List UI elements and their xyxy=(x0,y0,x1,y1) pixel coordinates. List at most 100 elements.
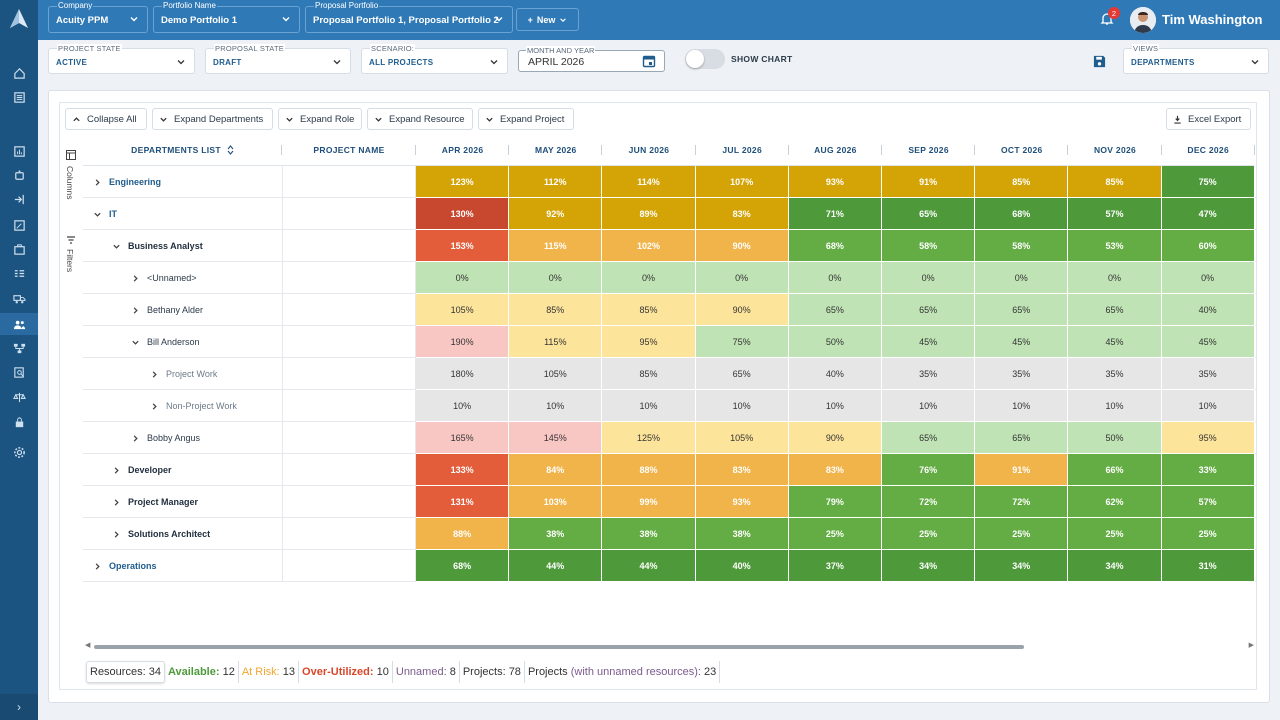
available-summary[interactable]: Available: 12 xyxy=(165,661,239,683)
chevron-right-icon[interactable] xyxy=(131,434,140,443)
month-header[interactable]: APR 2026 xyxy=(416,134,510,166)
proposal-portfolio-select[interactable]: Proposal Portfolio Proposal Portfolio 1,… xyxy=(305,1,513,33)
chevron-right-icon[interactable] xyxy=(112,530,121,539)
utilization-cell[interactable]: 0% xyxy=(695,262,789,294)
utilization-cell[interactable]: 103% xyxy=(509,486,603,518)
utilization-cell[interactable]: 65% xyxy=(882,198,976,230)
expand-role-button[interactable]: Expand Role xyxy=(278,108,362,130)
utilization-cell[interactable]: 37% xyxy=(788,550,882,582)
utilization-cell[interactable]: 53% xyxy=(1068,230,1162,262)
utilization-cell[interactable]: 105% xyxy=(695,422,789,454)
utilization-cell[interactable]: 153% xyxy=(416,230,510,262)
utilization-cell[interactable]: 93% xyxy=(788,166,882,198)
utilization-cell[interactable]: 65% xyxy=(695,358,789,390)
month-header[interactable]: JUN 2026 xyxy=(602,134,696,166)
utilization-cell[interactable]: 35% xyxy=(882,358,976,390)
utilization-cell[interactable]: 84% xyxy=(509,454,603,486)
utilization-cell[interactable]: 65% xyxy=(788,294,882,326)
utilization-cell[interactable]: 0% xyxy=(416,262,510,294)
avatar[interactable] xyxy=(1130,7,1156,33)
utilization-cell[interactable]: 50% xyxy=(1068,422,1162,454)
chevron-right-icon[interactable] xyxy=(93,178,102,187)
utilization-cell[interactable]: 25% xyxy=(1161,518,1255,550)
new-button[interactable]: + New xyxy=(516,8,579,31)
utilization-cell[interactable]: 25% xyxy=(788,518,882,550)
utilization-cell[interactable]: 68% xyxy=(975,198,1069,230)
utilization-cell[interactable]: 31% xyxy=(1161,550,1255,582)
month-header[interactable]: OCT 2026 xyxy=(975,134,1069,166)
chevron-right-icon[interactable] xyxy=(131,306,140,315)
portfolio-select[interactable]: Portfolio Name Demo Portfolio 1 xyxy=(153,1,300,33)
project-name-header[interactable]: PROJECT NAME xyxy=(282,134,416,166)
utilization-cell[interactable]: 112% xyxy=(509,166,603,198)
utilization-cell[interactable]: 10% xyxy=(788,390,882,422)
utilization-cell[interactable]: 88% xyxy=(416,518,510,550)
chevron-down-icon[interactable] xyxy=(112,242,121,251)
save-icon[interactable] xyxy=(1093,55,1106,68)
company-select[interactable]: Company Acuity PPM xyxy=(48,1,148,33)
utilization-cell[interactable]: 0% xyxy=(788,262,882,294)
chevron-right-icon[interactable] xyxy=(93,562,102,571)
utilization-cell[interactable]: 76% xyxy=(882,454,976,486)
row-name-cell[interactable]: Solutions Architect xyxy=(112,518,210,550)
edit-doc-icon[interactable] xyxy=(8,216,30,234)
utilization-cell[interactable]: 79% xyxy=(788,486,882,518)
resources-icon[interactable] xyxy=(0,313,38,335)
row-name-cell[interactable]: Bobby Angus xyxy=(131,422,200,454)
chevron-right-icon[interactable] xyxy=(150,402,159,411)
utilization-cell[interactable]: 58% xyxy=(975,230,1069,262)
utilization-cell[interactable]: 131% xyxy=(416,486,510,518)
at-risk-summary[interactable]: At Risk: 13 xyxy=(239,661,300,683)
utilization-cell[interactable]: 66% xyxy=(1068,454,1162,486)
truck-icon[interactable] xyxy=(8,289,30,307)
utilization-cell[interactable]: 92% xyxy=(509,198,603,230)
utilization-cell[interactable]: 90% xyxy=(788,422,882,454)
filters-tab[interactable]: Filters xyxy=(62,233,80,283)
expand-project-button[interactable]: Expand Project xyxy=(478,108,574,130)
utilization-cell[interactable]: 10% xyxy=(1068,390,1162,422)
utilization-cell[interactable]: 40% xyxy=(1161,294,1255,326)
utilization-cell[interactable]: 99% xyxy=(602,486,696,518)
show-chart-toggle[interactable] xyxy=(685,49,725,69)
utilization-cell[interactable]: 83% xyxy=(695,198,789,230)
row-name-cell[interactable]: Bethany Alder xyxy=(131,294,203,326)
utilization-cell[interactable]: 90% xyxy=(695,230,789,262)
views-select[interactable]: VIEWS DEPARTMENTS xyxy=(1123,44,1269,74)
user-name[interactable]: Tim Washington xyxy=(1162,12,1263,27)
utilization-cell[interactable]: 89% xyxy=(602,198,696,230)
utilization-cell[interactable]: 47% xyxy=(1161,198,1255,230)
chevron-down-icon[interactable] xyxy=(131,338,140,347)
utilization-cell[interactable]: 107% xyxy=(695,166,789,198)
horizontal-scrollbar[interactable]: ◀ ▶ xyxy=(83,642,1256,651)
utilization-cell[interactable]: 45% xyxy=(1161,326,1255,358)
utilization-cell[interactable]: 35% xyxy=(975,358,1069,390)
month-header[interactable]: MAY 2026 xyxy=(509,134,603,166)
utilization-cell[interactable]: 130% xyxy=(416,198,510,230)
utilization-cell[interactable]: 25% xyxy=(882,518,976,550)
utilization-cell[interactable]: 102% xyxy=(602,230,696,262)
utilization-cell[interactable]: 34% xyxy=(975,550,1069,582)
chevron-right-icon[interactable] xyxy=(131,274,140,283)
utilization-cell[interactable]: 62% xyxy=(1068,486,1162,518)
utilization-cell[interactable]: 57% xyxy=(1068,198,1162,230)
utilization-cell[interactable]: 65% xyxy=(882,422,976,454)
utilization-cell[interactable]: 165% xyxy=(416,422,510,454)
utilization-cell[interactable]: 85% xyxy=(975,166,1069,198)
lock-icon[interactable] xyxy=(8,413,30,431)
tasks-icon[interactable] xyxy=(8,264,30,282)
projects-unnamed-summary[interactable]: Projects (with unnamed resources): 23 xyxy=(525,661,721,683)
unnamed-summary[interactable]: Unnamed: 8 xyxy=(393,661,460,683)
month-header[interactable]: DEC 2026 xyxy=(1161,134,1255,166)
utilization-cell[interactable]: 114% xyxy=(602,166,696,198)
row-name-cell[interactable]: Bill Anderson xyxy=(131,326,200,358)
chevron-down-icon[interactable] xyxy=(93,210,102,219)
projects-summary[interactable]: Projects: 78 xyxy=(460,661,525,683)
utilization-cell[interactable]: 25% xyxy=(975,518,1069,550)
utilization-cell[interactable]: 65% xyxy=(882,294,976,326)
utilization-cell[interactable]: 91% xyxy=(882,166,976,198)
utilization-cell[interactable]: 72% xyxy=(975,486,1069,518)
utilization-cell[interactable]: 40% xyxy=(695,550,789,582)
robot-icon[interactable] xyxy=(8,166,30,184)
chevron-right-icon[interactable] xyxy=(112,498,121,507)
utilization-cell[interactable]: 40% xyxy=(788,358,882,390)
